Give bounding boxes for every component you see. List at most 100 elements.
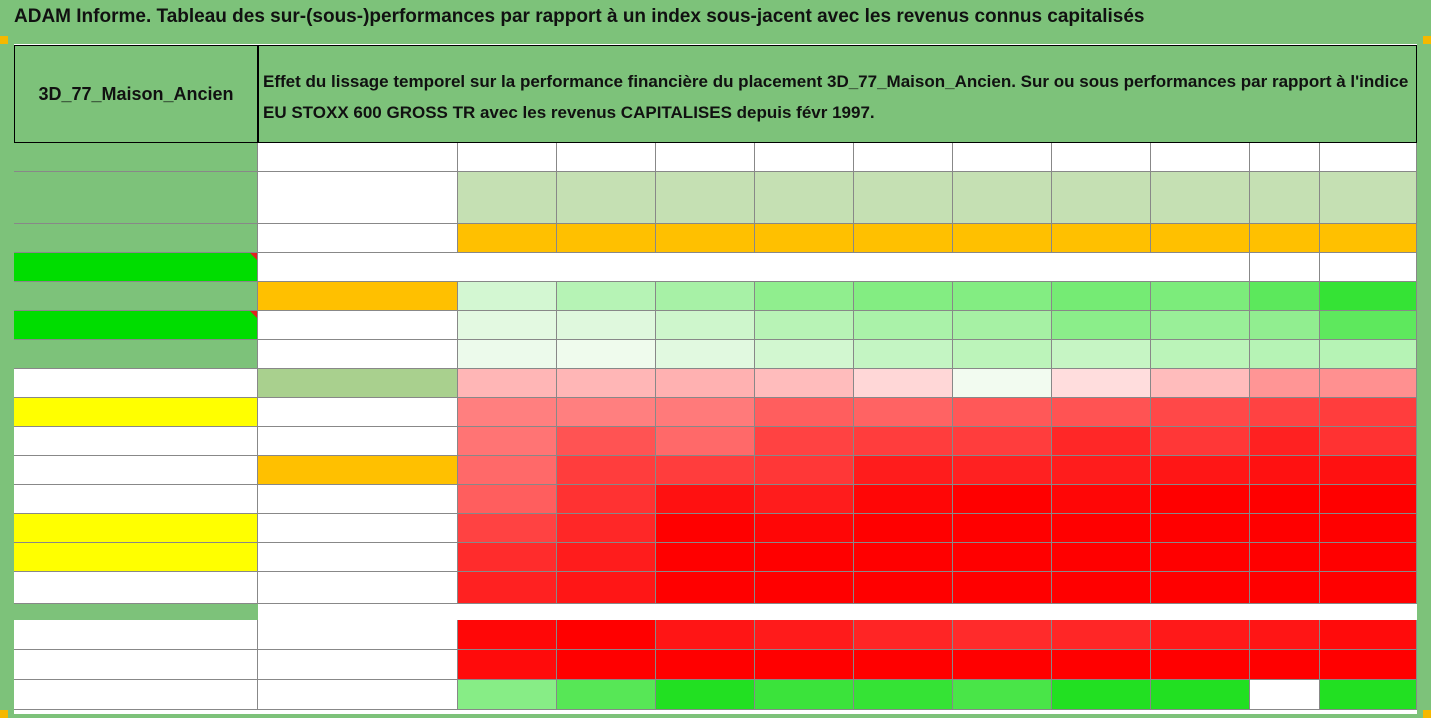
performance-value	[854, 427, 953, 456]
annual-return-value	[557, 172, 656, 224]
corner-marker	[1423, 36, 1431, 44]
performance-value	[1151, 398, 1250, 427]
maximum-value	[656, 680, 755, 710]
threshold-value	[258, 427, 458, 456]
performance-value	[458, 485, 557, 514]
positive-performance-value	[755, 620, 854, 650]
performance-value	[953, 427, 1052, 456]
performance-value	[1151, 369, 1250, 398]
performance-value	[1052, 282, 1151, 311]
volatility-value	[1250, 224, 1320, 253]
long-term-return	[14, 427, 258, 456]
threshold-value	[258, 311, 458, 340]
option-number-2	[14, 253, 258, 282]
performance-value	[656, 456, 755, 485]
year-header	[1320, 143, 1417, 172]
performance-value	[755, 398, 854, 427]
performance-value	[1320, 369, 1417, 398]
report-description: Effet du lissage temporel sur la perform…	[258, 45, 1417, 143]
performance-value	[1250, 398, 1320, 427]
maximum-value	[755, 680, 854, 710]
performance-value	[458, 398, 557, 427]
performance-value	[1320, 514, 1417, 543]
annual-return-value	[1250, 172, 1320, 224]
probability-description	[258, 253, 1250, 282]
spacer-bar	[14, 604, 258, 620]
year-header	[458, 143, 557, 172]
volatility-value	[1052, 224, 1151, 253]
performance-value	[656, 340, 755, 369]
positive-performance-value	[1320, 620, 1417, 650]
threshold-value	[258, 456, 458, 485]
performance-value	[953, 543, 1052, 572]
performance-value	[656, 485, 755, 514]
performance-value	[1250, 340, 1320, 369]
performance-value	[557, 543, 656, 572]
performance-value	[854, 282, 953, 311]
minimum-value	[656, 650, 755, 680]
comparison-index-label	[14, 572, 258, 604]
performance-value	[755, 543, 854, 572]
performance-value	[1052, 514, 1151, 543]
threshold-value	[258, 572, 458, 604]
performance-value	[656, 398, 755, 427]
minimum-value	[854, 650, 953, 680]
performance-value	[557, 514, 656, 543]
maximum-value	[1250, 680, 1320, 710]
performance-value	[1052, 398, 1151, 427]
performance-value	[755, 456, 854, 485]
country-label	[14, 143, 258, 172]
compare-index-label	[14, 282, 258, 311]
performance-value	[953, 282, 1052, 311]
performance-value	[656, 282, 755, 311]
performance-value	[656, 514, 755, 543]
performance-value	[1151, 282, 1250, 311]
positive-performance-value	[458, 620, 557, 650]
annual-return-value	[1320, 172, 1417, 224]
performance-value	[1250, 456, 1320, 485]
performance-value	[557, 340, 656, 369]
performance-value	[1151, 485, 1250, 514]
minimum-value	[458, 650, 557, 680]
volatility-value	[755, 224, 854, 253]
performance-value	[755, 427, 854, 456]
positive-performance-value	[854, 620, 953, 650]
positive-performance-value	[1052, 620, 1151, 650]
dividend-option-label	[14, 543, 258, 572]
performance-value	[1320, 282, 1417, 311]
year-header	[953, 143, 1052, 172]
year-header	[557, 143, 656, 172]
performance-value	[1320, 340, 1417, 369]
maximum-value	[854, 680, 953, 710]
performance-value	[854, 485, 953, 514]
performance-value	[854, 369, 953, 398]
regularity-label	[14, 680, 258, 710]
performance-value	[953, 311, 1052, 340]
performance-value	[953, 572, 1052, 604]
performance-value	[755, 514, 854, 543]
performance-value	[755, 340, 854, 369]
annual-return-value	[854, 172, 953, 224]
performance-value	[656, 543, 755, 572]
volatility-label	[258, 224, 458, 253]
performance-value	[1250, 369, 1320, 398]
performance-value	[1320, 543, 1417, 572]
annual-return-value	[1151, 172, 1250, 224]
performance-value	[458, 572, 557, 604]
performance-value	[854, 311, 953, 340]
performance-value	[1151, 543, 1250, 572]
adam-score	[14, 514, 258, 543]
performance-value	[1151, 311, 1250, 340]
performance-value	[854, 340, 953, 369]
performance-value	[854, 456, 953, 485]
positive-performance-label	[258, 620, 458, 650]
performance-value	[755, 282, 854, 311]
report-title-bar: ADAM Informe. Tableau des sur-(sous-)per…	[0, 0, 1431, 37]
sharpe-ratio	[14, 485, 258, 514]
annual-return-value	[755, 172, 854, 224]
performance-value	[1320, 311, 1417, 340]
performance-value	[1320, 456, 1417, 485]
performance-value	[1250, 572, 1320, 604]
volatility-value	[656, 224, 755, 253]
option-number-1	[14, 311, 258, 340]
